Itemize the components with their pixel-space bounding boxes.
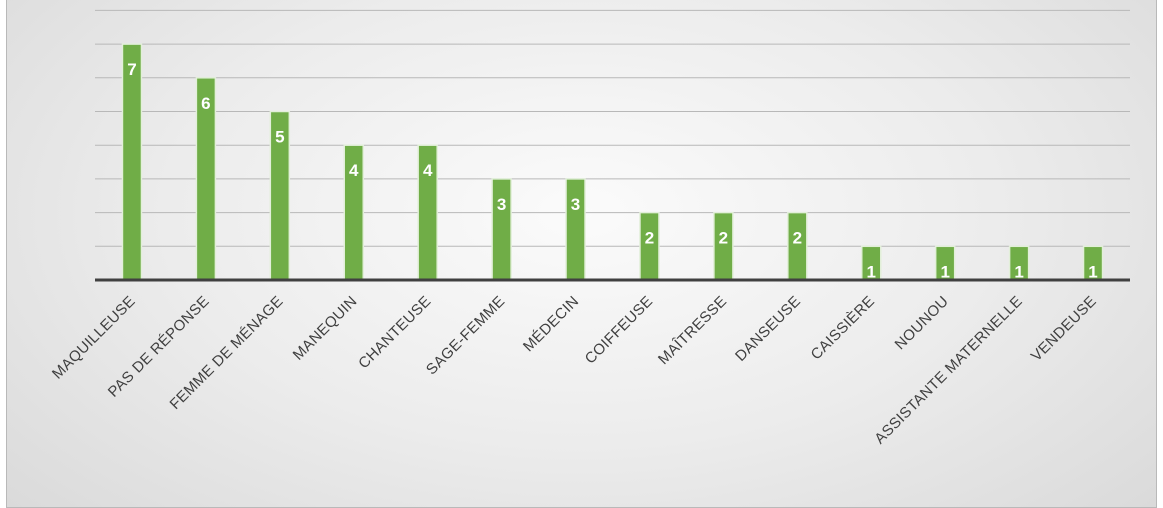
data-label: 2: [793, 229, 802, 248]
category-label: CAISSIÈRE: [808, 293, 879, 364]
data-label: 1: [1014, 262, 1023, 281]
category-label: MÉDECIN: [520, 293, 582, 355]
category-label: MANEQUIN: [290, 293, 361, 364]
data-label: 4: [349, 161, 359, 180]
category-label: SAGE-FEMME: [423, 293, 508, 378]
category-label: ASSISTANTE MATERNELLE: [871, 293, 1026, 448]
category-label: VENDEUSE: [1028, 293, 1100, 365]
category-label: CHANTEUSE: [355, 293, 434, 372]
bars: [121, 43, 1104, 281]
data-label: 1: [867, 262, 876, 281]
category-label: NOUNOU: [892, 293, 952, 353]
bar-1: [121, 43, 143, 281]
data-label: 7: [127, 60, 136, 79]
data-label: 2: [719, 229, 728, 248]
data-label: 6: [201, 94, 210, 113]
category-label: DANSEUSE: [732, 293, 804, 365]
data-label: 1: [940, 262, 949, 281]
data-label: 1: [1088, 262, 1097, 281]
data-label: 2: [645, 229, 654, 248]
category-label: MAÎTRESSE: [655, 293, 730, 368]
data-label: 5: [275, 128, 284, 147]
data-label: 3: [497, 195, 506, 214]
data-label: 4: [423, 161, 433, 180]
data-label: 3: [571, 195, 580, 214]
gridlines: [95, 9, 1130, 247]
category-label: COIFFEUSE: [582, 293, 657, 368]
data-labels: 7 6 5 4 4 3 3 2 2 2 1 1 1 1: [127, 60, 1098, 281]
